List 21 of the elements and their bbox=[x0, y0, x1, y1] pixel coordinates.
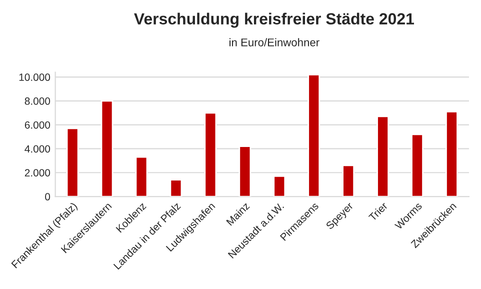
bar bbox=[411, 134, 424, 197]
bar bbox=[66, 128, 79, 197]
bar bbox=[135, 156, 148, 197]
bar bbox=[100, 100, 114, 197]
bar bbox=[204, 112, 217, 197]
chart-title: Verschuldung kreisfreier Städte 2021 bbox=[134, 12, 414, 28]
bar bbox=[273, 176, 286, 197]
chart-subtitle: in Euro/Einwohner bbox=[230, 38, 320, 46]
y-tick-label: 6.000 bbox=[24, 121, 50, 129]
y-tick-label: 4.000 bbox=[24, 145, 50, 153]
y-tick-label: 2.000 bbox=[24, 169, 50, 176]
bar bbox=[308, 74, 320, 197]
x-tick-label: Trier bbox=[368, 202, 388, 222]
bar bbox=[342, 164, 355, 197]
y-tick-label: 10.000 bbox=[19, 74, 50, 81]
y-tick-label: 8.000 bbox=[24, 97, 50, 105]
bar bbox=[238, 146, 252, 197]
bar bbox=[376, 116, 390, 197]
y-tick-label: 0 bbox=[45, 193, 50, 200]
bar bbox=[446, 110, 458, 197]
bar bbox=[170, 179, 182, 197]
